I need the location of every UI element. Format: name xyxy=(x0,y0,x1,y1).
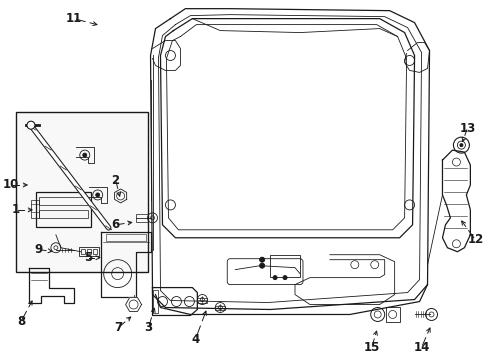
Bar xyxy=(16,112,147,272)
Bar xyxy=(81,249,84,254)
Text: 4: 4 xyxy=(191,333,199,346)
Text: 6: 6 xyxy=(111,218,120,231)
Bar xyxy=(86,249,91,254)
Circle shape xyxy=(27,121,35,129)
Text: 3: 3 xyxy=(144,321,152,334)
Text: 11: 11 xyxy=(65,12,82,25)
Bar xyxy=(39,197,87,205)
Bar xyxy=(105,234,145,241)
Text: 8: 8 xyxy=(17,315,25,328)
Text: 15: 15 xyxy=(363,341,379,354)
Bar xyxy=(36,192,91,227)
Bar xyxy=(39,210,87,218)
Text: 14: 14 xyxy=(412,341,429,354)
Bar xyxy=(135,214,147,222)
Circle shape xyxy=(259,257,264,262)
Circle shape xyxy=(259,263,264,268)
Text: 10: 10 xyxy=(3,179,19,192)
Text: 5: 5 xyxy=(83,251,92,264)
Bar xyxy=(269,255,299,276)
Circle shape xyxy=(96,193,100,197)
Bar xyxy=(79,247,99,256)
Text: 7: 7 xyxy=(114,321,122,334)
Bar xyxy=(31,200,39,218)
Text: 1: 1 xyxy=(12,203,20,216)
Polygon shape xyxy=(125,298,141,311)
Text: 2: 2 xyxy=(111,174,120,186)
Circle shape xyxy=(272,276,277,280)
Bar xyxy=(93,249,97,254)
Bar xyxy=(385,306,399,323)
Bar xyxy=(197,298,207,302)
Bar xyxy=(215,306,225,310)
Circle shape xyxy=(283,276,286,280)
Circle shape xyxy=(459,144,462,147)
Text: 13: 13 xyxy=(458,122,474,135)
Circle shape xyxy=(82,153,86,157)
Bar xyxy=(152,289,157,314)
Text: 9: 9 xyxy=(35,243,43,256)
Text: 12: 12 xyxy=(466,233,483,246)
